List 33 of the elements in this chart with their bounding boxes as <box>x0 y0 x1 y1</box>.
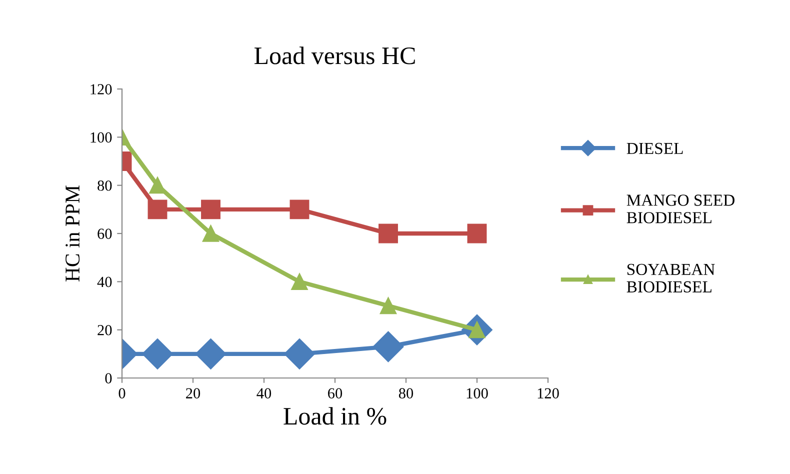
x-tick-label: 40 <box>256 388 272 398</box>
y-tick-label: 60 <box>98 228 112 239</box>
x-tick-label: 60 <box>328 388 342 398</box>
point <box>195 338 226 370</box>
x-axis-title: Load in % <box>284 407 386 425</box>
point <box>378 224 398 244</box>
point <box>290 200 310 220</box>
point <box>372 331 404 362</box>
chart-title: Load versus HC <box>254 46 415 64</box>
x-tick-label: 20 <box>186 388 200 398</box>
x-tick-label: 120 <box>538 388 559 398</box>
point <box>148 200 168 220</box>
legend-label: DIESEL <box>626 142 683 154</box>
point <box>284 338 315 370</box>
y-axis-title: HC in PPM <box>66 185 80 282</box>
y-tick-label: 0 <box>105 373 112 384</box>
x-tick-label: 100 <box>466 388 488 398</box>
point <box>149 177 166 194</box>
point <box>467 224 487 244</box>
point <box>201 200 220 220</box>
legend-label: MANGO SEED BIODIESEL <box>626 194 734 224</box>
y-tick-label: 40 <box>97 276 112 288</box>
x-tick-label: 0 <box>118 388 126 398</box>
x-tick-label: 80 <box>398 388 414 398</box>
y-tick-label: 80 <box>98 180 112 191</box>
y-tick-label: 120 <box>90 84 112 94</box>
y-tick-label: 20 <box>98 324 112 336</box>
legend-label: SOYABEAN BIODIESEL <box>626 264 715 292</box>
point <box>291 273 308 290</box>
point <box>202 225 220 242</box>
point <box>380 297 397 314</box>
y-tick-label: 100 <box>90 132 112 143</box>
point <box>142 338 173 370</box>
